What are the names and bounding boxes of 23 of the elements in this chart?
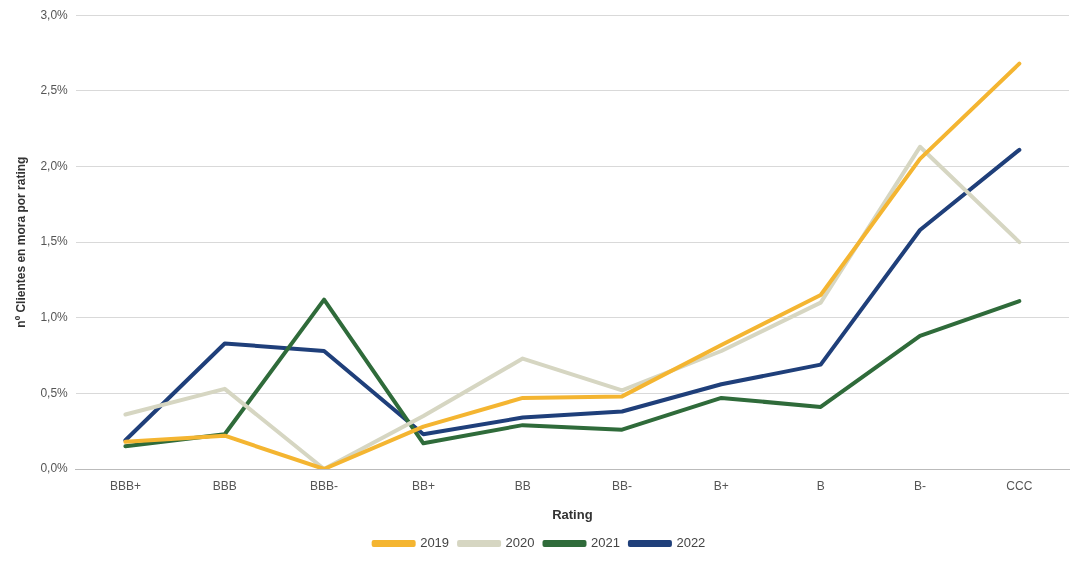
y-tick-label: 1,5% <box>40 234 69 249</box>
y-tick-label: 0,5% <box>40 385 69 400</box>
x-axis-title: Rating <box>552 506 593 522</box>
x-tick-label: BB+ <box>411 478 435 493</box>
x-tick-label: B+ <box>713 478 729 493</box>
x-tick-label: BBB+ <box>109 478 141 493</box>
y-tick-label: 2,5% <box>40 83 69 98</box>
x-tick-label: CCC <box>1006 478 1033 493</box>
y-tick-label: 1,0% <box>40 310 69 325</box>
legend-label: 2020 <box>505 535 535 551</box>
y-axis-title: nº Clientes en mora por rating <box>13 156 28 328</box>
x-tick-label: B- <box>914 478 927 493</box>
y-tick-label: 2,0% <box>40 158 69 173</box>
legend-label: 2021 <box>591 535 620 551</box>
x-tick-label: B <box>816 478 825 493</box>
y-tick-label: 3,0% <box>40 7 69 22</box>
x-tick-label: BB <box>514 478 531 493</box>
legend-label: 2022 <box>676 535 706 551</box>
x-tick-label: BBB <box>212 478 237 493</box>
x-tick-label: BBB- <box>310 478 339 493</box>
x-tick-label: BB- <box>612 478 633 493</box>
y-tick-label: 0,0% <box>40 461 69 476</box>
legend-label: 2019 <box>420 535 450 551</box>
